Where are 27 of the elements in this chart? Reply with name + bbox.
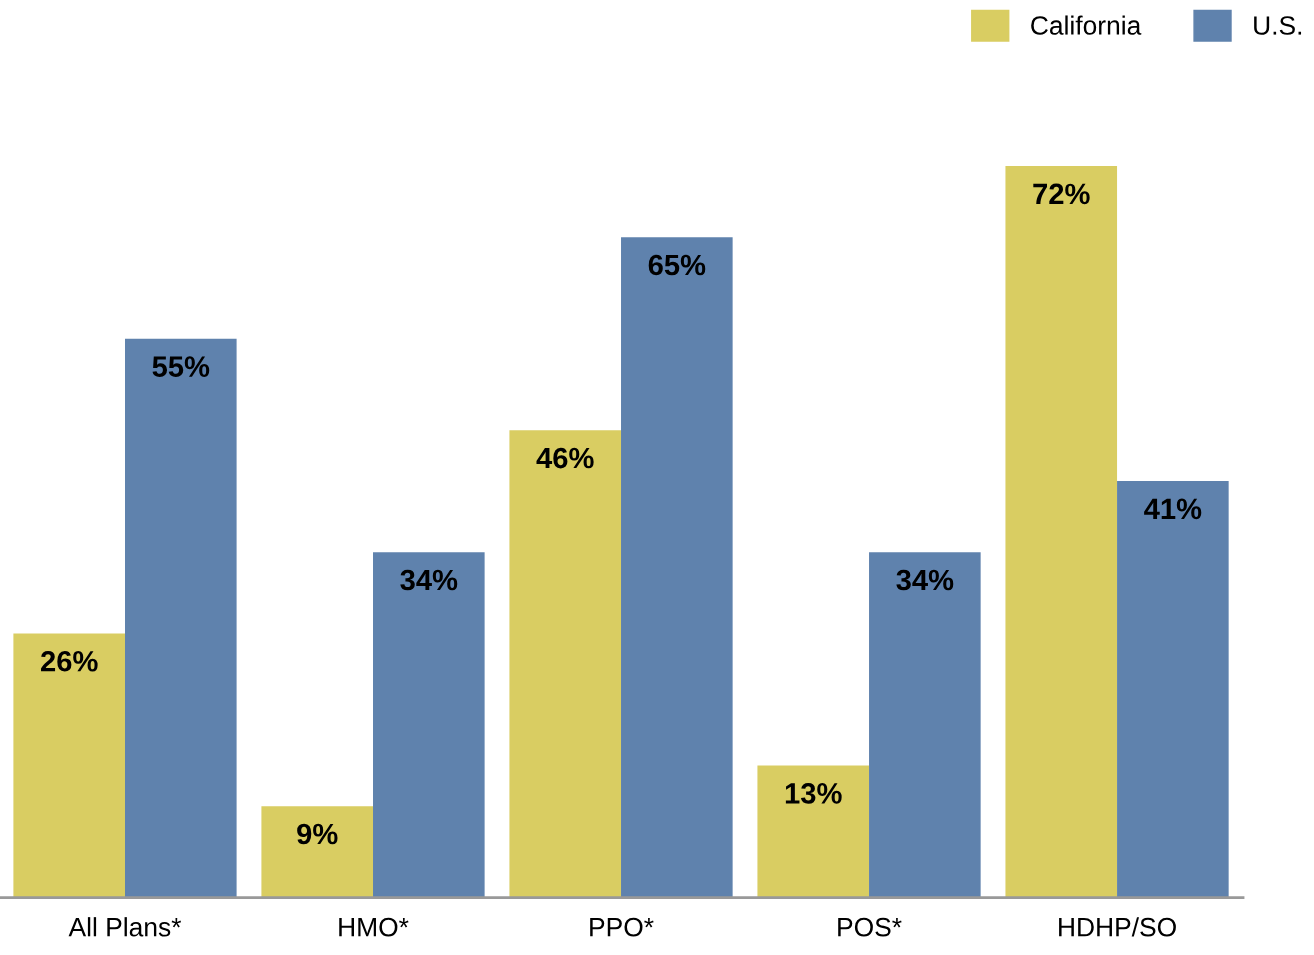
bar <box>509 430 622 898</box>
data-label: 34% <box>400 569 458 591</box>
x-tick-label: PPO* <box>590 917 654 937</box>
bar <box>869 552 981 898</box>
bar <box>757 765 870 898</box>
x-tick-label: POS* <box>838 917 902 937</box>
bar <box>125 338 237 898</box>
data-label: 55% <box>152 356 210 377</box>
legend-label: California <box>1031 15 1142 35</box>
data-label: 46% <box>536 447 594 469</box>
x-tick-label: HDHP/SO <box>1059 917 1176 937</box>
x-tick-label: HMO* <box>339 917 409 937</box>
data-label: 26% <box>41 650 98 672</box>
data-label: 72% <box>1033 183 1090 205</box>
legend-label: U.S. <box>1254 16 1302 35</box>
data-label: 65% <box>648 254 706 276</box>
bar <box>1005 166 1118 898</box>
bar <box>13 633 125 898</box>
data-label: 13% <box>785 783 842 804</box>
bar <box>621 237 733 898</box>
bar <box>373 552 485 898</box>
data-label: 34% <box>896 569 954 591</box>
data-label: 9% <box>297 823 338 845</box>
bar <box>1117 481 1229 898</box>
data-label: 41% <box>1144 498 1202 520</box>
x-tick-label: All Plans* <box>68 917 182 937</box>
bar <box>261 806 374 898</box>
